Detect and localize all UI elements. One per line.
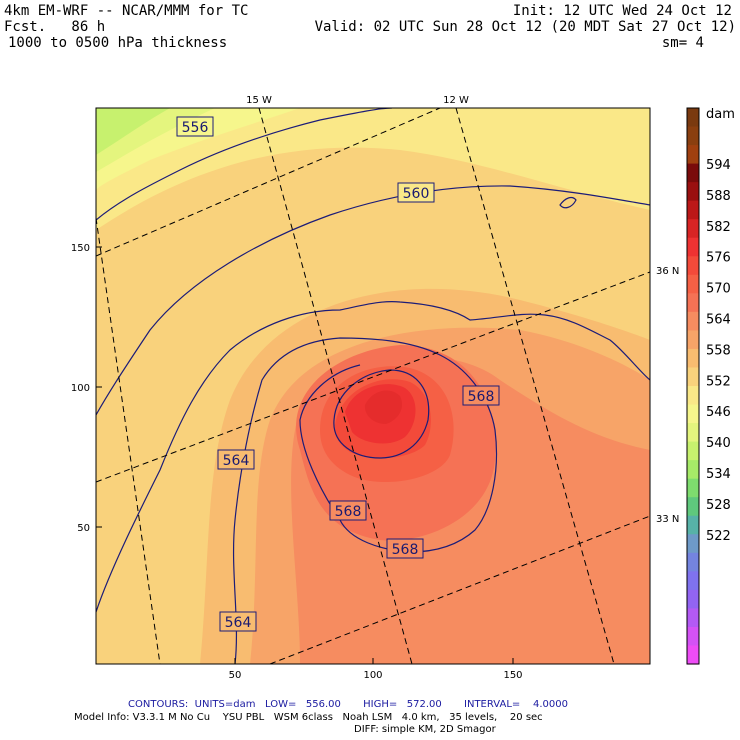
colorbar-swatch [687,478,699,498]
colorbar-swatch [687,460,699,480]
x-tick-label: 100 [363,670,382,681]
colorbar-swatch [687,441,699,461]
colorbar-swatch [687,348,699,369]
colorbar-swatch [687,256,699,276]
colorbar-swatch [687,367,699,387]
y-tick-label: 150 [71,243,90,254]
colorbar-swatch [687,237,699,257]
colorbar [687,108,699,665]
contour-label: 560 [403,186,430,202]
contour-label: 568 [335,504,362,520]
y-tick-label: 100 [71,383,90,394]
colorbar-label: 534 [706,467,731,482]
colorbar-swatch [687,534,699,554]
contour-label-group: 556 560 564 564 568 568 568 [176,116,500,632]
colorbar-swatch [687,589,699,609]
model-title: 4km EM-WRF -- NCAR/MMM for TC [4,3,249,19]
init-time: Init: 12 UTC Wed 24 Oct 12 [512,3,732,19]
contour-label: 564 [225,615,252,631]
colorbar-swatch [687,126,699,146]
colorbar-label: 528 [706,498,731,513]
colorbar-frame [686,107,700,665]
model-info: Model Info: V3.3.1 M No Cu YSU PBL WSM 6… [74,712,543,723]
colorbar-swatch [687,626,699,647]
contour-label: 568 [468,389,495,405]
colorbar-swatch [687,200,699,220]
x-tick-label: 50 [229,670,242,681]
forecast-hour: Fcst. 86 h [4,19,106,35]
colorbar-swatch [687,608,699,628]
valid-time: Valid: 02 UTC Sun 28 Oct 12 (20 MDT Sat … [314,19,736,35]
colorbar-swatch [687,163,699,183]
smoothing-value: sm= 4 [661,35,704,51]
colorbar-swatch [687,311,699,331]
colorbar-labels: 594 588 582 576 570 564 558 552 546 540 534 528 522 [706,158,731,544]
x-tick-label: 150 [503,670,522,681]
colorbar-label: 546 [706,405,731,420]
colorbar-swatch [687,274,699,294]
contour-label: 568 [392,542,419,558]
colorbar-swatch [687,515,699,535]
longitude-label: 12 W [443,95,469,106]
colorbar-label: 570 [706,282,731,297]
colorbar-swatch [687,645,699,665]
colorbar-swatch [687,571,699,591]
thickness-fill [96,108,650,664]
colorbar-swatch [687,330,699,350]
colorbar-swatch [687,219,699,239]
contour-label: 556 [182,120,209,136]
diff-info: DIFF: simple KM, 2D Smagor [354,724,496,735]
colorbar-label: 564 [706,313,731,328]
colorbar-swatch [687,145,699,165]
colorbar-label: 588 [706,189,731,204]
contour-info: CONTOURS: UNITS=dam LOW= 556.00 HIGH= 57… [128,699,568,710]
colorbar-label: 540 [706,436,731,451]
colorbar-swatch [687,404,699,424]
longitude-label: 15 W [246,95,272,106]
lat-lon-grid [96,108,650,664]
colorbar-swatch [687,293,699,313]
colorbar-unit: dam [706,107,735,122]
colorbar-swatch [687,497,699,517]
colorbar-label: 522 [706,529,731,544]
latitude-label: 33 N [656,514,679,525]
latitude-label: 36 N [656,266,679,277]
colorbar-label: 582 [706,220,731,235]
colorbar-swatch [687,552,699,572]
colorbar-label: 576 [706,251,731,266]
colorbar-label: 552 [706,374,731,389]
y-tick-label: 50 [77,523,90,534]
colorbar-label: 594 [706,158,731,173]
colorbar-swatch [687,423,699,443]
contour-label: 564 [223,453,250,469]
axis-ticks [96,246,514,664]
colorbar-label: 558 [706,343,731,358]
colorbar-swatch [687,108,699,128]
field-name: 1000 to 0500 hPa thickness [8,35,228,51]
colorbar-swatch [687,386,699,406]
colorbar-swatch [687,182,699,202]
